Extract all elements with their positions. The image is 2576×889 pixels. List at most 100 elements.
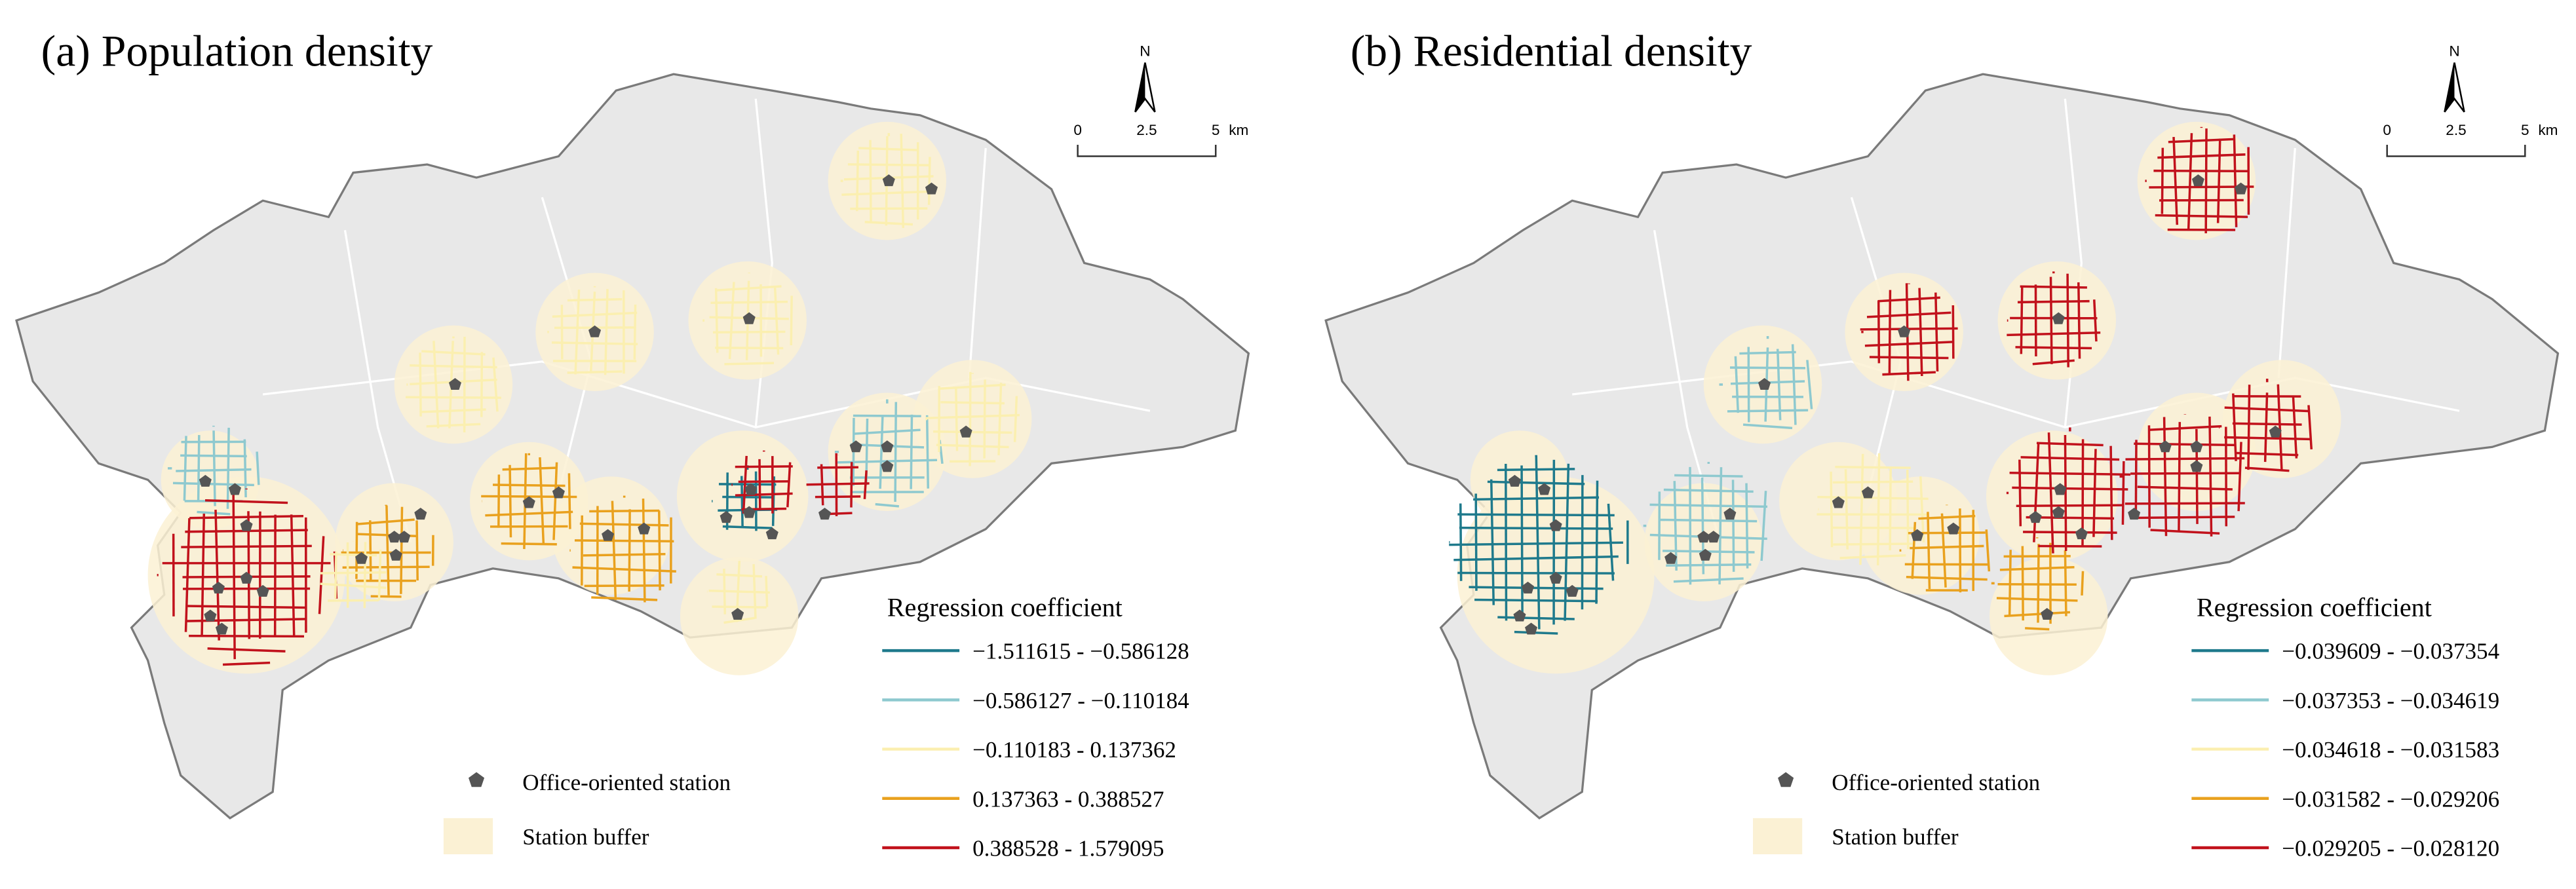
street	[850, 462, 853, 508]
street	[212, 430, 216, 506]
street	[226, 427, 230, 509]
station	[882, 174, 895, 187]
street	[2092, 449, 2097, 537]
street	[539, 457, 545, 545]
street	[1449, 541, 1623, 546]
station	[448, 377, 461, 390]
street	[1817, 495, 1929, 501]
map-panel: (b) Residential density N 0 2.5 5 km Regressio…	[1324, 27, 2560, 861]
street	[2003, 555, 2071, 558]
station	[925, 182, 938, 195]
street	[1910, 544, 1984, 550]
street	[1013, 396, 1018, 442]
street	[2247, 385, 2251, 470]
street	[421, 408, 486, 413]
street	[841, 190, 936, 196]
scale-tick-label: 0	[1073, 122, 1082, 138]
street	[1742, 423, 1793, 430]
street	[2023, 531, 2117, 534]
street	[589, 509, 660, 513]
street	[1882, 371, 1936, 376]
station	[1566, 584, 1579, 597]
street	[189, 515, 304, 520]
street	[1889, 468, 1892, 551]
street	[2012, 486, 2128, 491]
street	[2307, 405, 2313, 450]
street	[2020, 287, 2024, 354]
station	[2269, 425, 2282, 438]
street	[2187, 133, 2193, 229]
street	[2066, 273, 2069, 368]
legend-label: 0.137363 - 0.388527	[972, 786, 1164, 812]
station	[1549, 519, 1562, 531]
street	[1595, 480, 1599, 604]
district-boundary	[968, 147, 987, 379]
scale-tick-label: 5	[1212, 122, 1220, 138]
street	[790, 295, 793, 346]
street	[758, 459, 761, 510]
street	[552, 462, 558, 540]
street	[1718, 467, 1723, 585]
street	[925, 413, 1020, 419]
station-legend-label: Office-oriented station	[1832, 770, 2040, 795]
street	[290, 514, 296, 636]
station	[881, 440, 894, 453]
station	[1707, 531, 1720, 543]
station	[414, 508, 427, 520]
street	[185, 605, 307, 609]
street	[806, 482, 870, 486]
station	[256, 584, 269, 597]
street	[1490, 479, 1495, 605]
station	[388, 531, 401, 543]
street	[714, 288, 719, 353]
station	[959, 425, 972, 438]
station	[2075, 527, 2088, 540]
street	[2124, 502, 2245, 505]
street	[1806, 360, 1813, 409]
legend-title: Regression coefficient	[2197, 592, 2432, 622]
street	[2232, 393, 2237, 461]
buffer-legend-label: Station buffer	[1832, 824, 1959, 850]
scale-tick-label: 0	[2383, 122, 2391, 138]
street	[611, 501, 617, 600]
street	[574, 539, 674, 543]
station	[199, 474, 212, 487]
street	[426, 423, 481, 428]
street	[936, 444, 1009, 449]
station	[731, 607, 744, 620]
street	[2033, 444, 2040, 542]
station	[204, 609, 217, 622]
street	[1514, 630, 1558, 635]
street	[1663, 488, 1754, 493]
street	[728, 282, 735, 360]
station	[240, 571, 253, 584]
street	[1940, 513, 1947, 588]
street	[1844, 469, 1849, 550]
station	[602, 529, 615, 541]
north-label: N	[1140, 43, 1150, 60]
street	[2130, 472, 2240, 475]
station-legend-label: Office-oriented station	[522, 770, 731, 795]
station	[228, 483, 242, 495]
station-legend-symbol	[1778, 772, 1794, 787]
street	[722, 525, 773, 529]
street	[1660, 518, 1758, 523]
street	[2064, 550, 2067, 616]
legend-label: −0.110183 - 0.137362	[972, 737, 1176, 763]
buffer-legend-symbol	[443, 818, 493, 855]
street	[567, 473, 571, 529]
station	[1947, 522, 1960, 535]
street	[2017, 299, 2090, 304]
street	[1839, 554, 1906, 559]
station	[2029, 511, 2042, 523]
legend-label: −0.586127 - −0.110184	[972, 688, 1189, 713]
street	[320, 582, 387, 589]
street	[1860, 327, 1958, 331]
station	[240, 519, 253, 531]
street	[853, 414, 921, 417]
station	[1898, 325, 1911, 337]
street	[567, 370, 623, 374]
street	[232, 491, 236, 660]
north-arrow-half	[2444, 62, 2455, 112]
